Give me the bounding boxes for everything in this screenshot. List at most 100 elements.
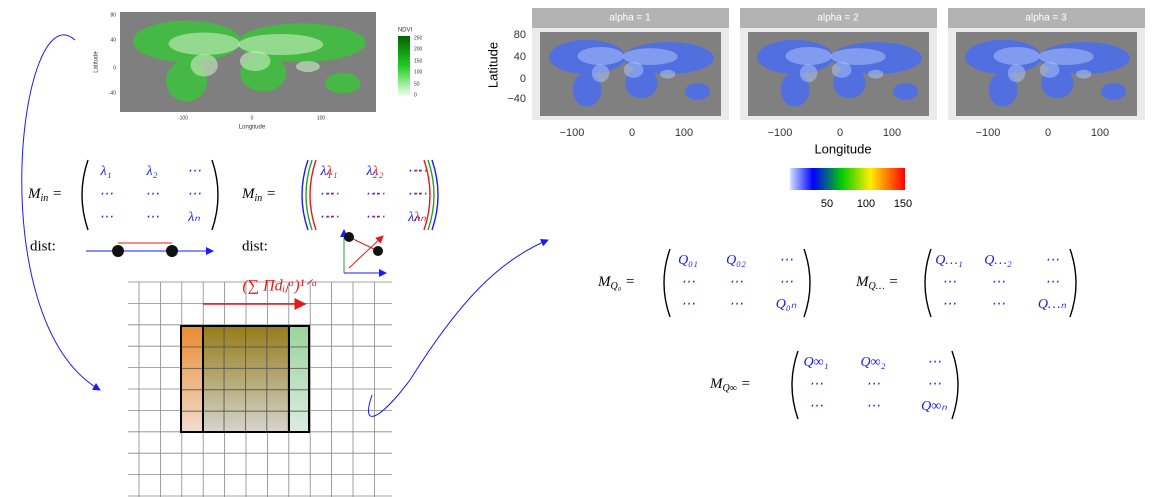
matrix-entry: ⋯ bbox=[779, 253, 793, 268]
window-right bbox=[289, 326, 309, 432]
matrix-entry: ⋯ bbox=[866, 377, 880, 392]
x-tick-label: 0 bbox=[837, 127, 843, 139]
matrix-entry: ⋯ bbox=[319, 187, 333, 202]
matrix-entry: ⋯ bbox=[1045, 253, 1059, 268]
matrix-entry: ⋯ bbox=[145, 187, 159, 202]
matrix-entry: ⋯ bbox=[729, 275, 743, 290]
y-tick-label: 40 bbox=[514, 51, 526, 63]
matrix-entry: Q…₂ bbox=[984, 253, 1012, 268]
matrix-entry: ⋯ bbox=[942, 297, 956, 312]
legend-bar bbox=[398, 36, 410, 96]
x-axis-label: Longitude bbox=[814, 141, 871, 156]
landmass bbox=[325, 73, 361, 93]
window-center bbox=[203, 326, 289, 432]
matrix-entry: ⋯ bbox=[729, 297, 743, 312]
landmass bbox=[240, 51, 271, 71]
dist-label: dist: bbox=[30, 238, 56, 254]
x-tick-label: 100 bbox=[675, 127, 693, 139]
matrix-entry: Q∞₂ bbox=[861, 355, 886, 370]
paren-left bbox=[306, 160, 312, 230]
flow-arrow bbox=[368, 240, 548, 416]
x-tick-label: −100 bbox=[768, 127, 793, 139]
legend-tick-label: 0 bbox=[414, 92, 417, 98]
matrix-label: Min = bbox=[27, 186, 62, 204]
landmass bbox=[191, 54, 218, 77]
matrix-entry: ⋯ bbox=[927, 355, 941, 370]
y-tick-label: 0 bbox=[520, 73, 526, 85]
paren-right bbox=[804, 249, 810, 317]
point bbox=[166, 245, 178, 257]
landmass bbox=[1008, 64, 1026, 82]
paren-left bbox=[302, 160, 308, 230]
matrix-label: MQ… = bbox=[855, 274, 899, 292]
paren-right bbox=[952, 351, 958, 419]
point bbox=[373, 246, 383, 256]
matrix-entry: Q∞₁ bbox=[804, 355, 829, 370]
matrix-label-sub: in bbox=[41, 193, 49, 204]
matrix-entry: λ₁ bbox=[100, 164, 112, 179]
paren-right bbox=[432, 160, 438, 230]
matrix-entry: ⋯ bbox=[365, 210, 379, 225]
colorbar-tick-label: 100 bbox=[857, 198, 875, 210]
landmass bbox=[296, 61, 320, 72]
legend-tick-label: 50 bbox=[414, 81, 420, 87]
point bbox=[344, 232, 354, 242]
legend-tick-label: 200 bbox=[414, 46, 423, 52]
x-tick-label: 0 bbox=[1045, 127, 1051, 139]
colorbar bbox=[790, 168, 905, 190]
matrix-entry: ⋯ bbox=[145, 210, 159, 225]
paren-right bbox=[212, 160, 218, 230]
legend-tick-label: 250 bbox=[414, 35, 423, 41]
legend-tick-label: 100 bbox=[414, 69, 423, 75]
aggregation-formula: (∑ Πdᵢⱼᵅ)¹ᐟᵅ bbox=[242, 278, 317, 295]
x-tick-label: 100 bbox=[883, 127, 901, 139]
x-tick-label: −100 bbox=[560, 127, 585, 139]
y-axis-label: Latitude bbox=[94, 51, 100, 73]
flow-arrow bbox=[22, 35, 100, 390]
matrix-entry: ⋯ bbox=[779, 275, 793, 290]
x-axis-label: Longitude bbox=[239, 125, 266, 131]
equals: = bbox=[48, 186, 62, 202]
paren-left bbox=[310, 160, 316, 230]
matrix-entry: Q∞ₙ bbox=[921, 399, 947, 414]
matrix-entry: ⋯ bbox=[927, 377, 941, 392]
matrix-entry: ⋯ bbox=[99, 187, 113, 202]
equals: = bbox=[885, 274, 899, 290]
matrix-entry: λ₂ bbox=[146, 164, 158, 179]
matrix-label-sub: Q∞ bbox=[723, 383, 737, 394]
matrix-entry: ⋯ bbox=[942, 275, 956, 290]
landmass bbox=[624, 62, 644, 78]
legend-tick-label: 150 bbox=[414, 58, 423, 64]
matrix-label-sub: in bbox=[255, 193, 263, 204]
equals: = bbox=[737, 376, 751, 392]
point bbox=[112, 245, 124, 257]
paren-left bbox=[82, 160, 88, 230]
y-tick-label: −40 bbox=[507, 93, 526, 105]
equals: = bbox=[621, 274, 635, 290]
matrix-label: MQ₀ = bbox=[597, 274, 635, 292]
landmass bbox=[578, 47, 624, 65]
matrix-entry: ⋯ bbox=[319, 210, 333, 225]
matrix-entry: ⋯ bbox=[681, 297, 695, 312]
landmass bbox=[169, 33, 240, 56]
matrix-entry: ⋯ bbox=[681, 275, 695, 290]
y-tick-label: 80 bbox=[514, 29, 526, 41]
x-tick-label: 0 bbox=[629, 127, 635, 139]
colorbar-tick-label: 50 bbox=[821, 198, 833, 210]
facet-label: alpha = 3 bbox=[1025, 13, 1067, 24]
colorbar-tick-label: 150 bbox=[894, 198, 912, 210]
y-tick-label: -40 bbox=[109, 90, 116, 96]
matrix-entry: ⋯ bbox=[991, 275, 1005, 290]
window-left bbox=[181, 326, 203, 432]
dist-label: dist: bbox=[242, 238, 268, 254]
x-tick-label: −100 bbox=[976, 127, 1001, 139]
matrix-entry: ⋯ bbox=[407, 187, 421, 202]
x-tick-label: 100 bbox=[1091, 127, 1109, 139]
equals: = bbox=[262, 186, 276, 202]
matrix-label-sub: Q… bbox=[869, 281, 885, 292]
matrix-entry: ⋯ bbox=[187, 164, 201, 179]
matrix-entry: Q₀₁ bbox=[678, 253, 698, 268]
y-tick-label: 40 bbox=[110, 37, 116, 43]
y-tick-label: 80 bbox=[110, 12, 116, 18]
matrix-entry: Q₀₂ bbox=[726, 253, 746, 268]
